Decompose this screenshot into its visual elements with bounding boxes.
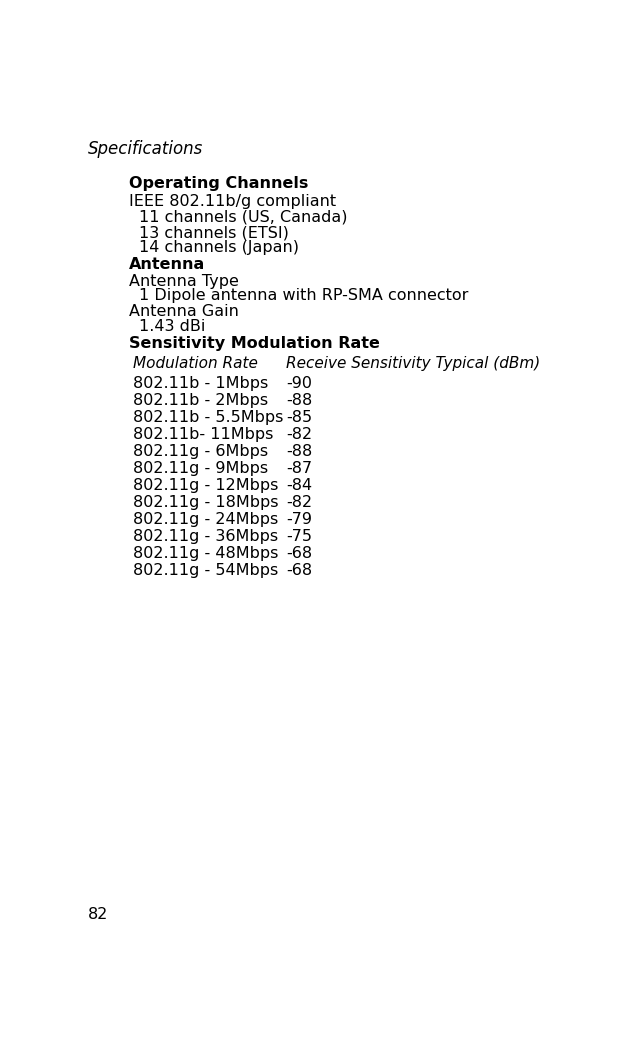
Text: -75: -75 xyxy=(286,529,312,544)
Text: -68: -68 xyxy=(286,546,312,561)
Text: 802.11g - 48Mbps: 802.11g - 48Mbps xyxy=(133,546,278,561)
Text: -82: -82 xyxy=(286,494,312,510)
Text: Antenna Type: Antenna Type xyxy=(129,274,239,288)
Text: 11 channels (US, Canada): 11 channels (US, Canada) xyxy=(139,209,348,225)
Text: 802.11g - 36Mbps: 802.11g - 36Mbps xyxy=(133,529,278,544)
Text: Antenna: Antenna xyxy=(129,258,205,272)
Text: Operating Channels: Operating Channels xyxy=(129,177,308,191)
Text: 802.11g - 9Mbps: 802.11g - 9Mbps xyxy=(133,461,268,476)
Text: 802.11b - 2Mbps: 802.11b - 2Mbps xyxy=(133,392,268,408)
Text: 802.11g - 54Mbps: 802.11g - 54Mbps xyxy=(133,563,278,578)
Text: -79: -79 xyxy=(286,512,312,527)
Text: -88: -88 xyxy=(286,444,312,459)
Text: Antenna Gain: Antenna Gain xyxy=(129,304,239,320)
Text: 802.11g - 12Mbps: 802.11g - 12Mbps xyxy=(133,478,278,492)
Text: 802.11b- 11Mbps: 802.11b- 11Mbps xyxy=(133,427,273,442)
Text: 13 channels (ETSI): 13 channels (ETSI) xyxy=(139,225,289,240)
Text: -88: -88 xyxy=(286,392,312,408)
Text: IEEE 802.11b/g compliant: IEEE 802.11b/g compliant xyxy=(129,195,336,209)
Text: -68: -68 xyxy=(286,563,312,578)
Text: 802.11b - 5.5Mbps: 802.11b - 5.5Mbps xyxy=(133,410,283,425)
Text: 802.11g - 6Mbps: 802.11g - 6Mbps xyxy=(133,444,268,459)
Text: -90: -90 xyxy=(286,376,312,390)
Text: 14 channels (Japan): 14 channels (Japan) xyxy=(139,241,299,256)
Text: 82: 82 xyxy=(88,907,108,922)
Text: 802.11g - 18Mbps: 802.11g - 18Mbps xyxy=(133,494,278,510)
Text: -82: -82 xyxy=(286,427,312,442)
Text: -85: -85 xyxy=(286,410,312,425)
Text: Receive Sensitivity Typical (dBm): Receive Sensitivity Typical (dBm) xyxy=(286,357,540,371)
Text: Specifications: Specifications xyxy=(88,140,203,158)
Text: 802.11b - 1Mbps: 802.11b - 1Mbps xyxy=(133,376,268,390)
Text: -84: -84 xyxy=(286,478,312,492)
Text: 1 Dipole antenna with RP-SMA connector: 1 Dipole antenna with RP-SMA connector xyxy=(139,288,469,303)
Text: Modulation Rate: Modulation Rate xyxy=(133,357,258,371)
Text: Sensitivity Modulation Rate: Sensitivity Modulation Rate xyxy=(129,336,379,351)
Text: 802.11g - 24Mbps: 802.11g - 24Mbps xyxy=(133,512,278,527)
Text: -87: -87 xyxy=(286,461,312,476)
Text: 1.43 dBi: 1.43 dBi xyxy=(139,319,205,335)
